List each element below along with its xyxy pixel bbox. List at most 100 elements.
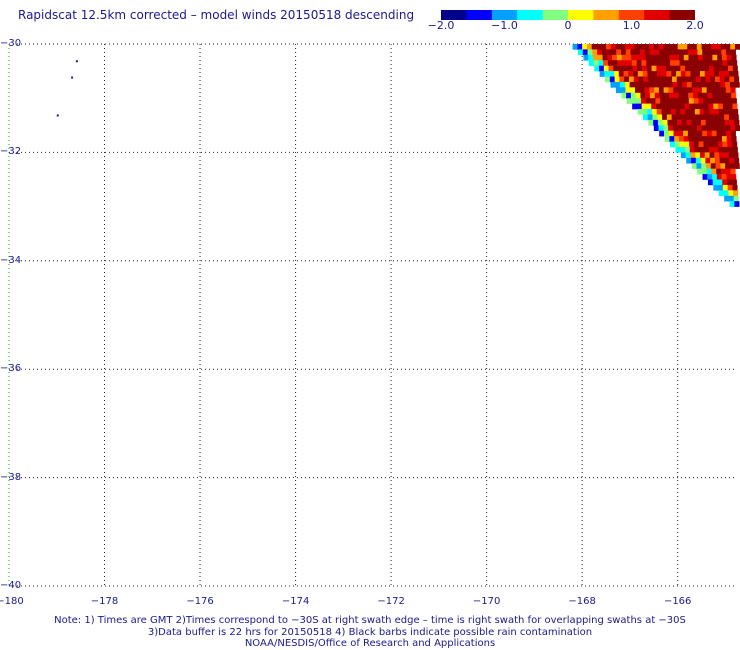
wind-cell <box>733 71 739 77</box>
wind-cell <box>685 71 691 77</box>
wind-cell <box>673 49 679 56</box>
wind-cell <box>731 174 737 180</box>
wind-cell <box>668 87 674 94</box>
wind-cell <box>717 179 723 186</box>
wind-cell <box>690 152 696 159</box>
wind-cell <box>725 163 731 169</box>
wind-cell <box>717 98 723 104</box>
wind-cell <box>731 54 737 61</box>
wind-cell <box>675 65 681 72</box>
wind-cell <box>650 60 657 66</box>
wind-cell <box>680 146 686 153</box>
wind-cell <box>720 125 726 132</box>
wind-cell <box>720 168 727 175</box>
wind-cell <box>606 44 612 50</box>
wind-cell <box>704 146 710 153</box>
wind-cell <box>710 81 716 88</box>
wind-cell <box>602 54 608 61</box>
wind-cell <box>711 44 717 50</box>
wind-cell <box>643 76 649 83</box>
wind-cell <box>617 60 623 66</box>
wind-cell <box>723 71 729 77</box>
wind-cell <box>706 125 712 132</box>
wind-cell <box>703 98 709 104</box>
wind-cell <box>644 44 650 50</box>
wind-cell <box>709 71 715 77</box>
wind-cell <box>698 54 704 61</box>
wind-cell <box>654 49 660 56</box>
wind-cell <box>706 44 712 50</box>
wind-cell <box>729 76 735 83</box>
wind-cell <box>671 76 678 83</box>
wind-cell <box>630 87 636 94</box>
wind-cell <box>586 44 593 50</box>
wind-cell <box>718 184 724 191</box>
wind-cell <box>647 71 653 77</box>
wind-cell <box>624 81 630 88</box>
wind-cell <box>588 54 594 61</box>
wind-cell <box>734 119 740 126</box>
wind-cell <box>634 81 640 88</box>
wind-cell <box>702 92 708 99</box>
wind-cell <box>653 125 659 132</box>
wind-cell <box>723 152 729 159</box>
wind-cell <box>670 141 676 148</box>
wind-cell <box>659 54 665 61</box>
wind-cell <box>729 163 735 169</box>
wind-cell <box>721 136 728 142</box>
wind-cell <box>612 54 618 61</box>
wind-cell <box>716 130 722 137</box>
wind-cell <box>642 65 648 72</box>
wind-cell <box>702 54 708 61</box>
wind-cell <box>702 174 708 180</box>
wind-cell <box>655 60 661 66</box>
wind-cell <box>681 119 687 126</box>
latitude-tick-label: −30 <box>0 38 22 49</box>
wind-cell <box>654 87 660 94</box>
wind-cell <box>622 65 628 72</box>
wind-cell <box>715 125 721 132</box>
wind-cell <box>719 71 725 77</box>
wind-cell <box>681 114 687 121</box>
wind-cell <box>703 103 709 110</box>
wind-cell <box>715 81 721 88</box>
wind-cell <box>635 87 641 94</box>
wind-cell <box>724 76 730 83</box>
wind-cell <box>700 114 706 121</box>
wind-cell <box>685 65 691 72</box>
wind-cell <box>630 92 636 99</box>
wind-cell <box>641 60 647 66</box>
wind-cell <box>713 65 719 72</box>
wind-cell <box>649 87 655 94</box>
wind-cell <box>729 157 735 164</box>
wind-cell <box>649 44 655 50</box>
latitude-tick-label: −36 <box>0 363 22 375</box>
wind-cell <box>689 60 695 66</box>
wind-cell <box>683 136 689 142</box>
wind-cell <box>716 92 722 99</box>
wind-cell <box>628 71 634 77</box>
wind-cell <box>626 92 632 99</box>
wind-cell <box>683 92 689 99</box>
wind-cell <box>727 184 733 191</box>
wind-cell <box>682 125 688 132</box>
wind-cell <box>730 44 736 50</box>
wind-cell <box>682 81 688 88</box>
wind-cell <box>615 81 621 88</box>
wind-cell <box>709 114 715 121</box>
wind-cell <box>620 81 626 88</box>
wind-cell <box>620 44 626 50</box>
wind-cell <box>661 65 667 72</box>
wind-cell <box>714 71 720 77</box>
wind-cell <box>666 109 672 115</box>
wind-cell <box>648 76 654 83</box>
wind-cell <box>706 130 713 137</box>
wind-cell <box>710 119 716 126</box>
wind-cell <box>603 60 609 66</box>
wind-cell <box>655 98 661 104</box>
wind-cell <box>726 54 732 61</box>
wind-cell <box>635 49 641 56</box>
wind-cell <box>634 44 640 50</box>
wind-cell <box>626 98 632 104</box>
land-specks <box>56 60 78 117</box>
